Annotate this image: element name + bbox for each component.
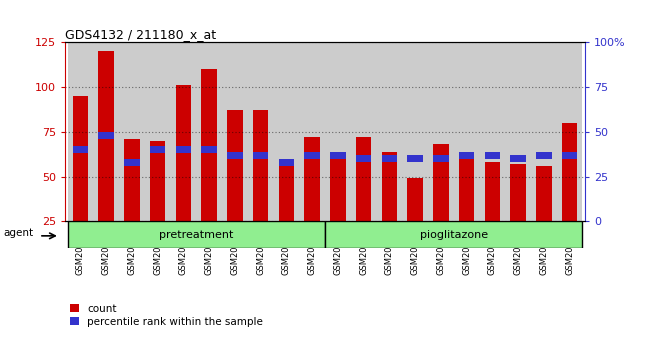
Bar [459,159,474,221]
Bar [124,159,140,166]
Legend: count, percentile rank within the sample: count, percentile rank within the sample [70,304,263,327]
Bar [433,155,448,162]
Bar [510,155,526,162]
Bar [536,152,552,159]
Bar [304,152,320,159]
Bar [408,178,422,221]
Bar [196,42,222,221]
Bar [356,155,371,162]
Bar [505,42,531,221]
Bar [330,152,346,159]
Text: agent: agent [3,228,33,238]
Bar [170,42,196,221]
Bar [510,164,526,221]
Text: pioglitazone: pioglitazone [420,229,488,240]
Bar [98,132,114,139]
Bar [402,42,428,221]
Bar [150,141,165,221]
Bar [382,155,397,162]
Bar [68,221,325,248]
Bar [408,155,422,162]
Bar [145,42,170,221]
Bar [248,42,274,221]
Bar [556,42,582,221]
Bar [376,42,402,221]
Bar [279,159,294,166]
Bar [119,42,145,221]
Bar [485,152,500,159]
Bar [428,42,454,221]
Bar [176,85,191,221]
Bar [202,146,217,153]
Bar [274,42,299,221]
Bar [124,139,140,221]
Bar [562,123,577,221]
Bar [227,152,242,159]
Text: GDS4132 / 211180_x_at: GDS4132 / 211180_x_at [65,28,216,41]
Bar [176,146,191,153]
Bar [433,144,448,221]
Bar [485,162,500,221]
Text: pretreatment: pretreatment [159,229,233,240]
Bar [330,152,346,221]
Bar [279,164,294,221]
Bar [480,42,505,221]
Bar [356,137,371,221]
Bar [382,152,397,221]
Bar [150,146,165,153]
Bar [562,152,577,159]
Bar [68,42,94,221]
Bar [98,51,114,221]
Bar [454,42,480,221]
Bar [459,152,474,159]
Bar [222,42,248,221]
Bar [325,221,582,248]
Bar [325,42,351,221]
Bar [531,42,556,221]
Bar [351,42,376,221]
Bar [73,146,88,153]
Bar [227,110,242,221]
Bar [94,42,119,221]
Bar [202,69,217,221]
Bar [299,42,325,221]
Bar [304,137,320,221]
Bar [253,110,268,221]
Bar [536,166,552,221]
Bar [253,152,268,159]
Bar [73,96,88,221]
